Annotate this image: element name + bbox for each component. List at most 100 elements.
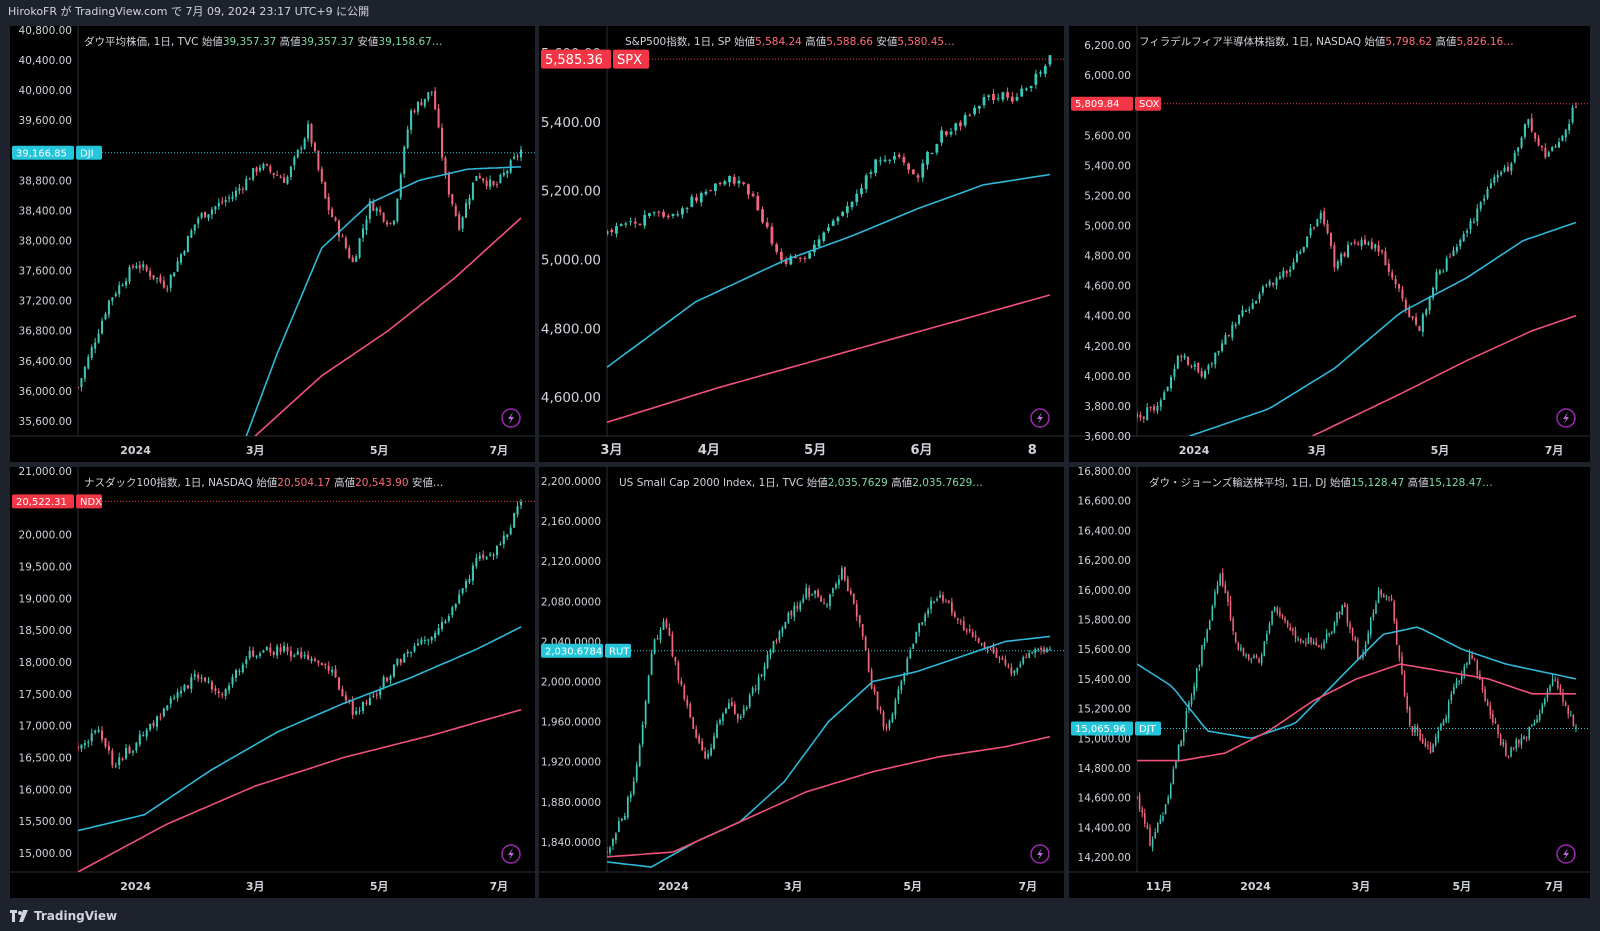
candle-body	[760, 674, 763, 676]
candle-body	[775, 244, 779, 252]
candle-body	[451, 607, 454, 616]
candle-body	[1268, 281, 1271, 286]
candle-body	[1527, 119, 1530, 125]
candle-body	[677, 662, 680, 680]
candle-body	[1462, 233, 1465, 242]
candle-body	[399, 174, 402, 198]
candle-body	[733, 704, 736, 715]
candle-body	[166, 288, 169, 290]
candle-body	[1312, 227, 1315, 229]
candle-body	[1159, 400, 1162, 407]
y-tick-label: 2,160.0000	[541, 516, 601, 528]
candle-body	[485, 180, 488, 187]
candle-body	[1227, 334, 1230, 337]
candle-body	[769, 651, 772, 656]
tradingview-logo-icon[interactable]	[10, 907, 28, 926]
chart-panel-spx[interactable]: 5,600.005,400.005,200.005,000.004,800.00…	[539, 26, 1064, 462]
candle-body	[1561, 135, 1564, 142]
candle-body	[1193, 686, 1195, 696]
candle-body	[1221, 343, 1224, 351]
chart-panel-rut[interactable]: 2,200.0000 2,160.0000 2,120.0000 2,080.0000…	[539, 467, 1064, 898]
candle-body	[1331, 631, 1333, 633]
candle-body	[710, 748, 712, 756]
candle-body	[618, 821, 620, 832]
candle-body	[447, 616, 450, 621]
candle-body	[1502, 742, 1505, 745]
y-tick-label: 2,120.0000	[541, 556, 601, 568]
candle-body	[197, 674, 200, 679]
chart-panel-djt[interactable]: 16,800.00 16,600.00 16,400.00 16,200.00 16,0…	[1069, 467, 1590, 898]
candle-body	[1010, 667, 1013, 674]
candle-body	[1025, 88, 1028, 90]
candle-body	[933, 601, 935, 603]
candle-body	[811, 594, 814, 596]
candle-body	[1494, 720, 1497, 724]
candle-body	[607, 851, 608, 854]
candle-body	[1022, 657, 1025, 664]
last-price-value: 39,166.85	[16, 148, 67, 159]
candle-body	[867, 651, 870, 672]
candle-body	[864, 175, 868, 189]
candle-body	[485, 557, 488, 559]
candle-body	[704, 751, 707, 759]
candle-body	[307, 654, 310, 660]
candle-body	[372, 695, 375, 697]
candle-body	[723, 181, 727, 185]
candle-body	[858, 615, 861, 624]
candle-body	[921, 622, 924, 625]
chart-svg: 16,800.00 16,600.00 16,400.00 16,200.00 16,0…	[1069, 467, 1590, 893]
candle-body	[835, 584, 837, 589]
candle-body	[939, 595, 941, 598]
candle-body	[276, 646, 279, 656]
candle-body	[761, 209, 764, 223]
candle-body	[458, 594, 461, 604]
plot-area	[78, 87, 523, 436]
candle-body	[959, 620, 962, 622]
candle-body	[382, 677, 385, 689]
x-tick-label: 2024	[658, 880, 689, 893]
chart-panel-sox[interactable]: 6,200.006,000.005,800.005,600.005,400.00…	[1069, 26, 1590, 462]
candle-body	[1520, 137, 1523, 148]
candle-body	[1357, 639, 1359, 659]
candle-body	[713, 736, 715, 749]
candle-body	[1268, 624, 1271, 633]
candle-body	[1503, 167, 1506, 172]
plot-area	[1137, 568, 1577, 852]
x-tick-label: 11月	[1146, 880, 1172, 893]
candle-body	[850, 201, 854, 208]
moving-average-slow	[254, 217, 522, 436]
lightning-bolt	[508, 848, 514, 860]
candle-body	[644, 701, 647, 725]
candle-body	[1554, 680, 1556, 682]
candle-body	[169, 275, 172, 288]
candle-body	[386, 222, 389, 225]
chart-panel-ndx[interactable]: 21,000.0020,500.0020,000.0019,500.0019,0…	[10, 467, 535, 898]
candle-body	[956, 618, 959, 621]
candle-body	[204, 211, 207, 218]
candle-body	[331, 208, 334, 218]
candle-body	[1188, 702, 1190, 710]
y-tick-label: 36,000.00	[19, 386, 72, 398]
candle-body	[692, 717, 695, 729]
candle-body	[812, 244, 816, 253]
candle-body	[1275, 278, 1278, 286]
candle-body	[1452, 250, 1455, 257]
candle-body	[427, 639, 430, 641]
candle-body	[396, 658, 399, 665]
candle-body	[258, 653, 262, 656]
y-tick-label: 4,200.00	[1084, 341, 1131, 353]
x-tick-label: 7月	[490, 444, 509, 457]
chart-panel-dji[interactable]: 40,800.0040,400.0040,000.0039,600.0039,2…	[10, 26, 535, 462]
candle-body	[1380, 589, 1382, 596]
candle-body	[375, 694, 378, 696]
candle-body	[1408, 708, 1411, 725]
candle-body	[668, 627, 671, 636]
moving-average-fast	[1189, 221, 1577, 436]
candle-body	[286, 647, 289, 652]
candle-body	[1353, 241, 1356, 244]
candle-body	[781, 627, 784, 633]
candle-body	[362, 701, 365, 711]
candle-body	[465, 580, 468, 589]
candle-body	[138, 734, 141, 745]
candle-body	[104, 738, 107, 747]
